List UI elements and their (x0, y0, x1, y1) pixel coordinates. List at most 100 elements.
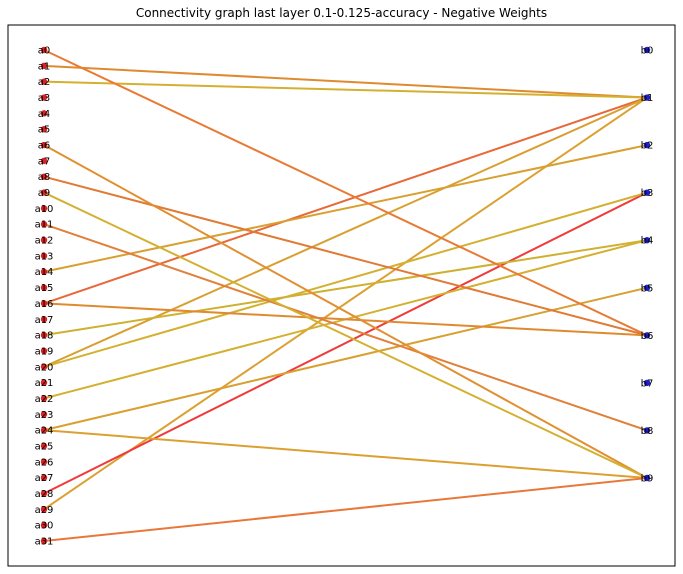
left-node-a12 (40, 236, 48, 244)
left-node-label: a30 (35, 521, 54, 532)
left-node-a22 (40, 395, 48, 402)
left-node-label: a22 (35, 394, 54, 405)
left-node-label: a4 (38, 109, 51, 120)
left-node-label: a0 (38, 46, 51, 57)
left-node-a30 (40, 521, 48, 529)
edge-a16-b1 (43, 96, 648, 305)
labels-group: a0 a1 a2 a3 a4 a5 a6 a7 a8 a9 a10 a11 a12 a13 a14 a15 a1… (35, 46, 654, 548)
edge-a2-b1 (43, 80, 648, 99)
left-node-label: a23 (35, 410, 54, 421)
left-node-label: a10 (35, 204, 54, 215)
left-node-a14 (40, 268, 48, 275)
right-node-label: b9 (641, 474, 654, 485)
edge-a11-b8 (43, 223, 648, 432)
left-node-label: a18 (35, 331, 54, 342)
edge-a20-b1 (43, 96, 648, 368)
left-node-a8 (40, 173, 48, 180)
right-node-b3 (643, 189, 651, 196)
edge-a24-b9 (43, 429, 648, 479)
left-node-label: a21 (35, 378, 54, 389)
left-node-a17 (40, 316, 48, 323)
left-node-a31 (40, 537, 48, 545)
left-node-label: a7 (38, 156, 51, 167)
left-node-label: a20 (35, 362, 54, 373)
right-node-label: b4 (641, 236, 654, 247)
left-node-label: a15 (35, 283, 54, 294)
left-node-label: a16 (35, 299, 54, 310)
left-node-a23 (40, 411, 48, 418)
edge-a6-b9 (43, 144, 648, 479)
left-node-a0 (40, 46, 48, 54)
left-node-label: a2 (38, 77, 51, 88)
left-node-label: a31 (35, 537, 54, 548)
chart-title: Connectivity graph last layer 0.1-0.125-… (136, 6, 547, 20)
left-node-label: a27 (35, 473, 54, 484)
edge-a0-b6 (43, 49, 648, 337)
right-node-b4 (643, 237, 651, 244)
right-node-label: b2 (641, 141, 654, 152)
edge-a18-b4 (43, 239, 648, 337)
right-node-label: b0 (641, 46, 654, 57)
right-node-b7 (643, 379, 651, 387)
left-node-label: a29 (35, 505, 54, 516)
edges-group (43, 49, 648, 542)
left-node-a7 (40, 157, 48, 165)
left-node-label: a6 (38, 141, 51, 152)
left-node-a5 (40, 125, 48, 133)
left-node-a26 (40, 458, 48, 466)
left-node-a10 (40, 205, 48, 212)
left-node-label: a24 (35, 426, 54, 437)
left-node-label: a17 (35, 315, 54, 326)
left-node-a13 (40, 252, 48, 260)
left-node-a28 (40, 490, 48, 497)
left-node-a6 (40, 141, 48, 149)
left-node-label: a3 (38, 93, 51, 104)
right-node-label: b6 (641, 331, 654, 342)
left-node-a19 (40, 347, 48, 355)
left-node-label: a13 (35, 251, 54, 262)
edge-a8-b6 (43, 175, 648, 337)
right-node-b0 (643, 46, 651, 54)
right-node-b5 (643, 284, 651, 291)
left-node-label: a5 (38, 125, 51, 136)
right-node-b2 (643, 141, 651, 149)
left-node-label: a14 (35, 267, 54, 278)
left-node-label: a12 (35, 236, 54, 247)
edge-a31-b9 (43, 477, 648, 542)
left-node-label: a26 (35, 457, 54, 468)
edge-a14-b2 (43, 144, 648, 273)
left-node-a29 (40, 506, 48, 513)
left-node-label: a1 (38, 61, 51, 72)
left-node-a16 (40, 300, 48, 307)
right-node-b8 (643, 427, 651, 434)
edge-a1-b1 (43, 64, 648, 99)
right-node-b9 (643, 474, 651, 482)
left-node-a24 (40, 426, 48, 434)
edge-a9-b9 (43, 191, 648, 479)
left-node-a20 (40, 363, 48, 370)
right-node-b6 (643, 332, 651, 339)
right-node-label: b1 (641, 93, 654, 104)
left-node-a15 (40, 284, 48, 291)
left-node-label: a8 (38, 172, 51, 183)
left-node-label: a28 (35, 489, 54, 500)
left-node-label: a25 (35, 441, 54, 452)
left-node-a3 (40, 94, 48, 101)
left-node-a11 (40, 221, 48, 228)
left-node-label: a11 (35, 220, 54, 231)
right-node-b1 (643, 94, 651, 101)
nodes-group (40, 46, 651, 545)
left-node-a9 (40, 189, 48, 196)
edge-a24-b5 (43, 286, 648, 432)
left-node-label: a9 (38, 188, 51, 199)
edge-a20-b3 (43, 191, 648, 368)
left-node-a4 (40, 110, 48, 117)
left-node-label: a19 (35, 346, 54, 357)
right-node-label: b8 (641, 426, 654, 437)
right-node-label: b5 (641, 283, 654, 294)
left-node-a25 (40, 442, 48, 450)
left-node-a21 (40, 379, 48, 386)
left-node-a2 (40, 78, 48, 85)
left-node-a1 (40, 62, 48, 70)
